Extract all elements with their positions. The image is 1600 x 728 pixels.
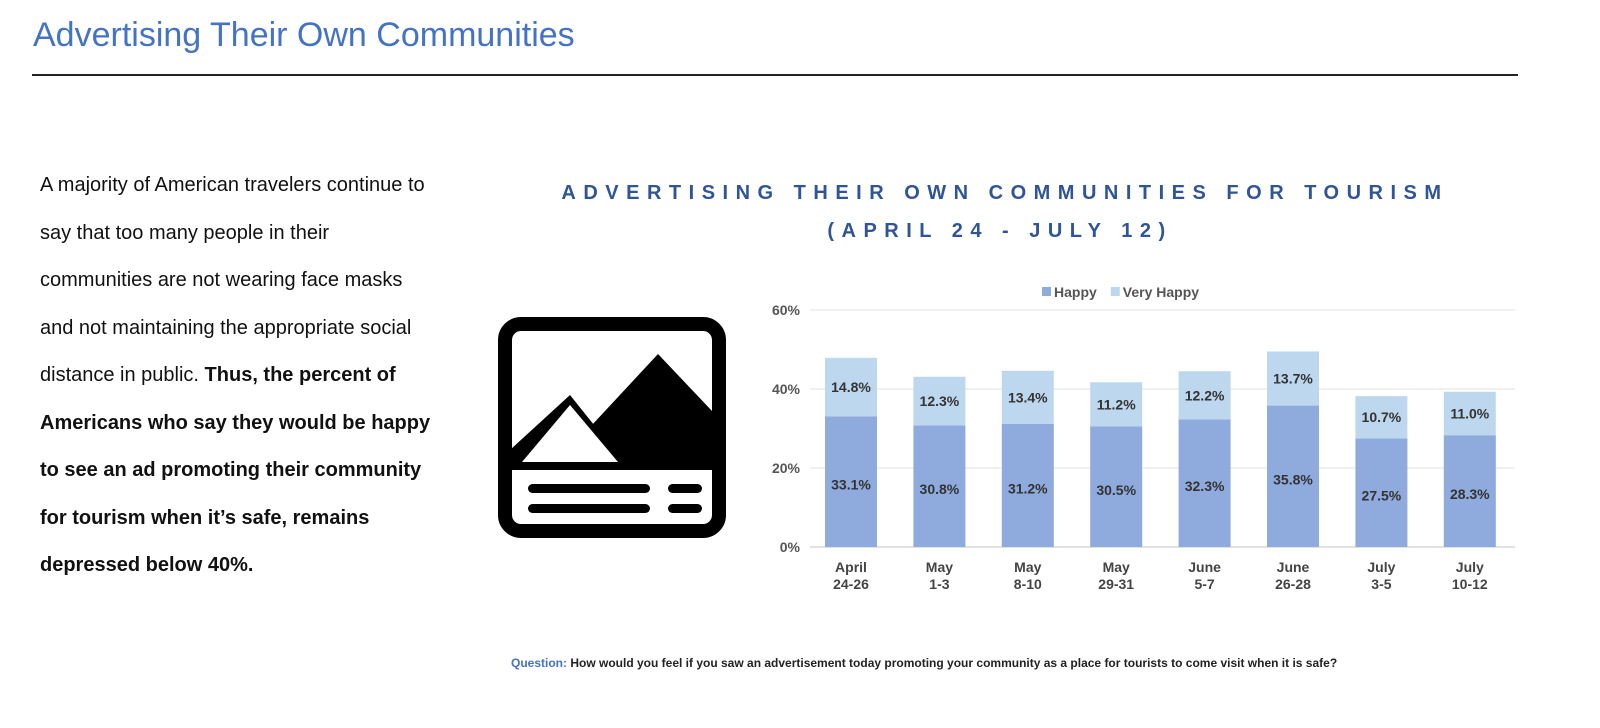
data-label: 13.4% [1008,389,1048,405]
data-label: 10.7% [1362,409,1402,425]
x-tick-label: 5-7 [1194,576,1214,592]
x-tick-label: July [1456,559,1484,575]
question-note: Question: How would you feel if you saw … [511,656,1451,671]
x-tick-label: 3-5 [1371,576,1391,592]
question-label: Question: [511,656,567,670]
x-tick-label: 24-26 [833,576,869,592]
data-label: 33.1% [831,477,871,493]
chart-subtitle: (APRIL 24 - JULY 12) [827,220,1173,242]
bar-very-happy [1178,371,1231,420]
data-label: 30.8% [920,481,960,497]
x-tick-label: May [1103,559,1130,575]
bar-happy [1443,435,1496,547]
body-plain: A majority of American travelers continu… [40,174,425,386]
bar-happy [913,425,966,547]
bar-very-happy [1090,382,1143,427]
data-label: 13.7% [1273,371,1313,387]
data-label: 12.3% [920,393,960,409]
data-label: 30.5% [1096,482,1136,498]
bar-happy [1090,426,1143,547]
x-tick-label: 8-10 [1014,576,1042,592]
bar-happy [1355,438,1408,547]
legend-swatch [1110,287,1120,296]
x-tick-label: June [1188,559,1221,575]
title-divider [32,74,1518,76]
y-tick-label: 0% [780,539,801,555]
x-tick-label: June [1277,559,1310,575]
bar-happy [825,416,877,547]
x-tick-label: April [835,559,867,575]
page-title: Advertising Their Own Communities [33,16,575,54]
data-label: 28.3% [1450,486,1490,502]
bar-very-happy [1001,370,1054,424]
bar-happy [1267,405,1319,547]
bar-happy [1178,419,1231,547]
data-label: 35.8% [1273,471,1313,487]
bar-very-happy [913,376,966,426]
x-tick-label: May [926,559,953,575]
x-tick-label: July [1367,559,1395,575]
y-tick-label: 60% [772,302,801,318]
image-placeholder-icon [498,317,726,538]
question-text: How would you feel if you saw an adverti… [567,656,1338,670]
legend-swatch [1042,287,1051,296]
x-tick-label: 26-28 [1275,576,1311,592]
bar-very-happy [1267,351,1319,406]
data-label: 14.8% [831,379,871,395]
data-label: 12.2% [1185,387,1225,403]
bar-very-happy [825,357,877,417]
y-tick-label: 20% [772,460,801,476]
x-tick-label: 29-31 [1098,576,1134,592]
y-tick-label: 40% [772,381,801,397]
x-tick-label: May [1014,559,1041,575]
data-label: 31.2% [1008,480,1048,496]
x-tick-label: 10-12 [1452,576,1488,592]
data-label: 11.0% [1450,405,1489,421]
chart-title: ADVERTISING THEIR OWN COMMUNITIES FOR TO… [561,182,1449,204]
bar-very-happy [1355,396,1408,439]
bar-very-happy [1443,391,1496,436]
body-bold: Thus, the percent of Americans who say t… [40,364,431,576]
bar-happy [1001,423,1054,547]
legend-label: Happy [1054,284,1097,300]
data-label: 11.2% [1097,396,1136,412]
legend-label: Very Happy [1123,284,1199,300]
data-label: 27.5% [1362,488,1402,504]
body-text: A majority of American travelers continu… [40,162,440,590]
x-tick-label: 1-3 [929,576,949,592]
data-label: 32.3% [1185,478,1225,494]
